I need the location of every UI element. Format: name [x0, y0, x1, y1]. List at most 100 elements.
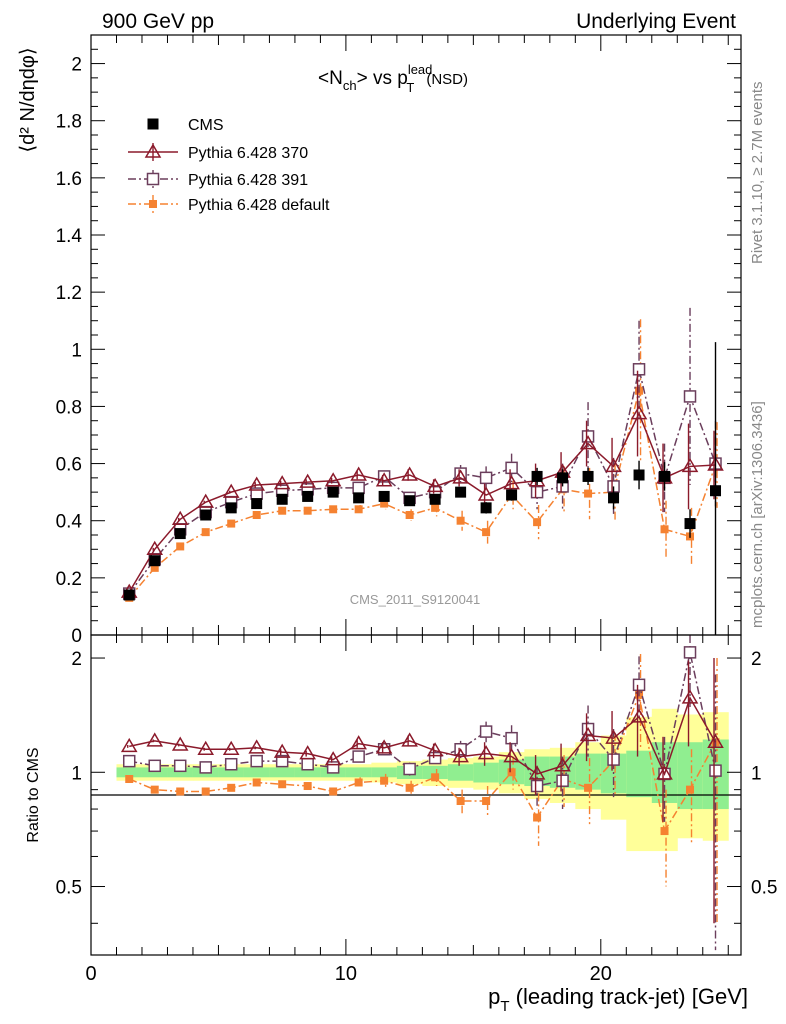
- y-tick-label: 1.8: [56, 112, 82, 133]
- data-point: [656, 765, 673, 780]
- data-point: [479, 471, 493, 485]
- ratio-panel: 0.5 0.51 12 20 10 20: [56, 634, 777, 985]
- data-point: [375, 739, 393, 754]
- data-point: [176, 787, 185, 796]
- series-pythia-6-428-default: [125, 319, 720, 602]
- data-point: [352, 481, 365, 495]
- x-tick-label: 10: [335, 963, 357, 985]
- legend-marker: [144, 143, 162, 158]
- data-point: [404, 495, 416, 507]
- data-point: [506, 489, 518, 501]
- uncertainty-band-inner: [575, 753, 602, 790]
- data-point: [122, 754, 136, 768]
- data-point: [197, 740, 215, 755]
- data-point: [125, 775, 134, 784]
- data-point: [248, 476, 265, 491]
- data-point: [507, 768, 516, 777]
- rivet-label: Rivet 3.1.10, ≥ 2.7M events: [749, 82, 766, 265]
- data-point: [120, 737, 138, 753]
- uncertainty-band-inner: [626, 750, 653, 798]
- data-point: [378, 490, 390, 502]
- title-t-sub: T: [406, 80, 414, 95]
- data-point: [350, 466, 367, 481]
- data-point: [479, 725, 493, 738]
- x-label-p: p: [488, 984, 500, 1009]
- data-point: [686, 785, 695, 794]
- data-point: [278, 780, 287, 789]
- y-tick-label: 1: [71, 340, 82, 361]
- legend-item-pythia-6-428-391: Pythia 6.428 391: [128, 170, 308, 189]
- ratio-y-tick-label: 2: [71, 649, 82, 670]
- data-point: [354, 778, 363, 787]
- data-point: [660, 525, 669, 534]
- data-point: [299, 473, 316, 488]
- ratio-series-pythia-6-428-391: [122, 635, 722, 951]
- series-line: [128, 390, 717, 599]
- data-point: [201, 528, 210, 537]
- data-point: [150, 785, 159, 794]
- data-point: [273, 743, 291, 758]
- title-nsd: (NSD): [426, 71, 468, 88]
- data-point: [630, 405, 648, 420]
- data-point: [401, 466, 418, 481]
- data-point: [225, 502, 237, 514]
- data-point: [278, 506, 287, 515]
- data-point: [171, 736, 189, 751]
- data-point: [199, 761, 212, 774]
- data-point: [431, 503, 440, 512]
- data-point: [456, 797, 465, 806]
- data-point: [426, 477, 444, 493]
- data-point: [303, 782, 312, 791]
- data-point: [251, 498, 263, 510]
- data-point: [301, 757, 314, 771]
- ratio-y-tick-label-right: 1: [751, 763, 762, 784]
- data-point: [173, 759, 187, 773]
- legend: CMS Pythia 6.428 370 Pythia 6.428 391 Pythi…: [128, 117, 330, 214]
- data-point: [273, 475, 291, 490]
- data-point: [630, 708, 648, 723]
- title-n-sub: ch: [343, 78, 357, 93]
- data-point: [401, 732, 418, 747]
- y-tick-label: 0.4: [56, 512, 83, 533]
- data-point: [248, 739, 265, 754]
- data-point: [200, 509, 212, 521]
- data-point: [452, 469, 469, 484]
- data-point: [584, 489, 593, 498]
- data-point: [633, 469, 645, 481]
- data-point: [150, 563, 159, 572]
- ratio-series-layer: [120, 635, 724, 951]
- data-point: [252, 511, 261, 519]
- ratio-series-pythia-6-428-370: [120, 658, 724, 924]
- ratio-y-tick-label-right: 2: [751, 649, 762, 670]
- data-point: [452, 748, 469, 763]
- x-label-rest: (leading track-jet) [GeV]: [510, 984, 748, 1009]
- data-point: [302, 490, 314, 502]
- data-point: [377, 470, 391, 483]
- data-point: [503, 475, 520, 490]
- title-vs: > vs p: [357, 68, 408, 89]
- data-point: [222, 483, 240, 498]
- data-point: [579, 435, 597, 450]
- data-point: [505, 461, 518, 475]
- legend-label: CMS: [188, 117, 224, 134]
- data-point: [380, 776, 389, 785]
- data-point: [354, 505, 363, 514]
- data-point: [455, 486, 467, 498]
- uncertainty-band-inner: [294, 767, 321, 778]
- uncertainty-band-inner: [345, 767, 372, 778]
- data-point: [660, 827, 669, 836]
- y-tick-label: 1.4: [56, 226, 83, 247]
- uncertainty-band-inner: [141, 767, 168, 778]
- legend-item-pythia-6-428-default: Pythia 6.428 default: [128, 195, 330, 214]
- data-point: [329, 787, 338, 796]
- data-point: [224, 757, 238, 771]
- data-point: [632, 363, 646, 376]
- data-point: [482, 797, 491, 806]
- data-point: [353, 492, 365, 504]
- data-point: [554, 757, 571, 772]
- data-point: [148, 759, 161, 773]
- data-point: [531, 470, 543, 482]
- y-tick-label: 0.6: [56, 455, 82, 476]
- data-point: [557, 472, 569, 484]
